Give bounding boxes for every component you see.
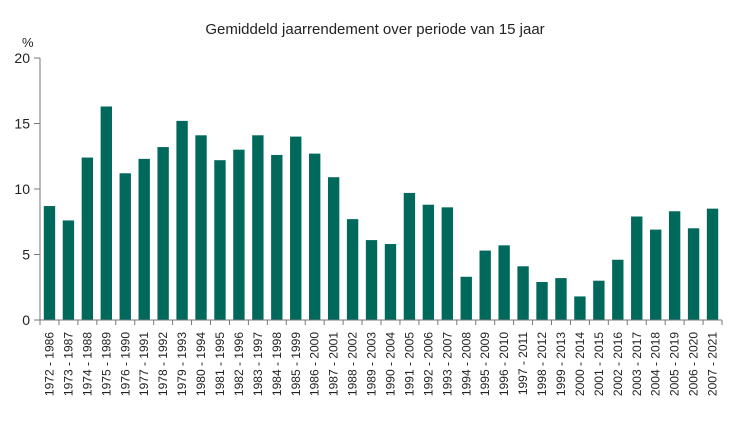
bar bbox=[555, 278, 567, 320]
x-tick-label: 1992 - 2006 bbox=[421, 332, 435, 396]
bar bbox=[460, 276, 472, 320]
x-tick-label: 1982 - 1996 bbox=[232, 332, 246, 396]
x-tick-label: 1989 - 2003 bbox=[365, 332, 379, 396]
x-tick-label: 1986 - 2000 bbox=[308, 332, 322, 396]
bar bbox=[62, 220, 75, 320]
x-tick-label: 1974 - 1988 bbox=[80, 332, 94, 396]
bar bbox=[479, 250, 491, 320]
bar bbox=[668, 211, 681, 320]
bar bbox=[422, 204, 435, 320]
bars bbox=[43, 106, 719, 320]
bar bbox=[498, 245, 510, 320]
y-tick-label: 15 bbox=[14, 116, 30, 132]
x-tick-label: 1977 - 1991 bbox=[137, 332, 151, 396]
bar bbox=[271, 154, 283, 320]
x-tick-label: 2007 - 2021 bbox=[706, 332, 720, 396]
bar bbox=[574, 296, 586, 320]
x-tick-label: 1990 - 2004 bbox=[383, 332, 397, 396]
x-tick-label: 1991 - 2005 bbox=[402, 332, 416, 396]
bar bbox=[612, 259, 624, 320]
x-tick-label: 1981 - 1995 bbox=[213, 332, 227, 396]
bar bbox=[384, 244, 397, 320]
x-tick-label: 1987 - 2001 bbox=[327, 332, 341, 396]
y-tick-label: 10 bbox=[14, 181, 30, 197]
bar bbox=[517, 266, 529, 320]
y-axis-ticks: 0 5 10 15 20 bbox=[14, 50, 40, 328]
x-tick-label: 1975 - 1989 bbox=[99, 332, 113, 396]
bar bbox=[365, 240, 378, 320]
x-tick-label: 1983 - 1997 bbox=[251, 332, 265, 396]
x-tick-label: 2002 - 2016 bbox=[611, 332, 625, 396]
x-tick-label: 1972 - 1986 bbox=[42, 332, 56, 396]
x-tick-label: 2003 - 2017 bbox=[630, 332, 644, 396]
y-tick-label: 0 bbox=[22, 312, 30, 328]
y-tick-label: 5 bbox=[22, 247, 30, 263]
bar bbox=[346, 219, 359, 320]
x-tick-label: 2005 - 2019 bbox=[668, 332, 682, 396]
x-tick-label: 1973 - 1987 bbox=[61, 332, 75, 396]
x-tick-label: 1999 - 2013 bbox=[554, 332, 568, 396]
bar bbox=[327, 177, 340, 320]
bar bbox=[706, 208, 719, 320]
bar bbox=[176, 120, 188, 320]
x-tick-label: 1998 - 2012 bbox=[535, 332, 549, 396]
bar bbox=[290, 136, 302, 320]
chart-title: Gemiddeld jaarrendement over periode van… bbox=[205, 21, 544, 38]
bar bbox=[441, 207, 453, 320]
y-tick-label: 20 bbox=[14, 50, 30, 66]
x-tick-label: 1985 - 1999 bbox=[289, 332, 303, 396]
bar bbox=[233, 149, 245, 320]
x-tick-label: 1993 - 2007 bbox=[440, 332, 454, 396]
bar bbox=[536, 282, 548, 320]
bar bbox=[687, 228, 700, 320]
x-tick-label: 1995 - 2009 bbox=[478, 332, 492, 396]
x-axis-ticks: 1972 - 1986 1973 - 1987 1974 - 1988 1975 - … bbox=[39, 320, 723, 396]
bar bbox=[100, 106, 112, 320]
x-tick-label: 1979 - 1993 bbox=[175, 332, 189, 396]
bar bbox=[195, 135, 207, 320]
bar bbox=[43, 206, 56, 320]
bar bbox=[593, 280, 605, 320]
x-tick-label: 1996 - 2010 bbox=[497, 332, 511, 396]
x-tick-label: 1980 - 1994 bbox=[194, 332, 208, 396]
x-tick-label: 1976 - 1990 bbox=[118, 332, 132, 396]
bar bbox=[252, 135, 264, 320]
bar bbox=[81, 157, 94, 320]
bar bbox=[157, 147, 169, 320]
bar bbox=[309, 153, 321, 320]
bar bbox=[650, 229, 662, 320]
x-tick-label: 2004 - 2018 bbox=[649, 332, 663, 396]
bar bbox=[138, 158, 150, 320]
bar bbox=[403, 192, 416, 320]
bar bbox=[214, 160, 226, 320]
x-tick-label: 1988 - 2002 bbox=[346, 332, 360, 396]
bar bbox=[119, 173, 131, 320]
y-axis-unit: % bbox=[22, 35, 34, 50]
x-tick-label: 2000 - 2014 bbox=[573, 332, 587, 396]
x-tick-label: 1997 - 2011 bbox=[516, 332, 530, 395]
x-tick-label: 1984 - 1998 bbox=[270, 332, 284, 396]
bar bbox=[631, 216, 643, 320]
x-tick-label: 2006 - 2020 bbox=[687, 332, 701, 396]
x-tick-label: 1978 - 1992 bbox=[156, 332, 170, 396]
x-tick-label: 1994 - 2008 bbox=[459, 332, 473, 396]
x-tick-label: 2001 - 2015 bbox=[592, 332, 606, 396]
